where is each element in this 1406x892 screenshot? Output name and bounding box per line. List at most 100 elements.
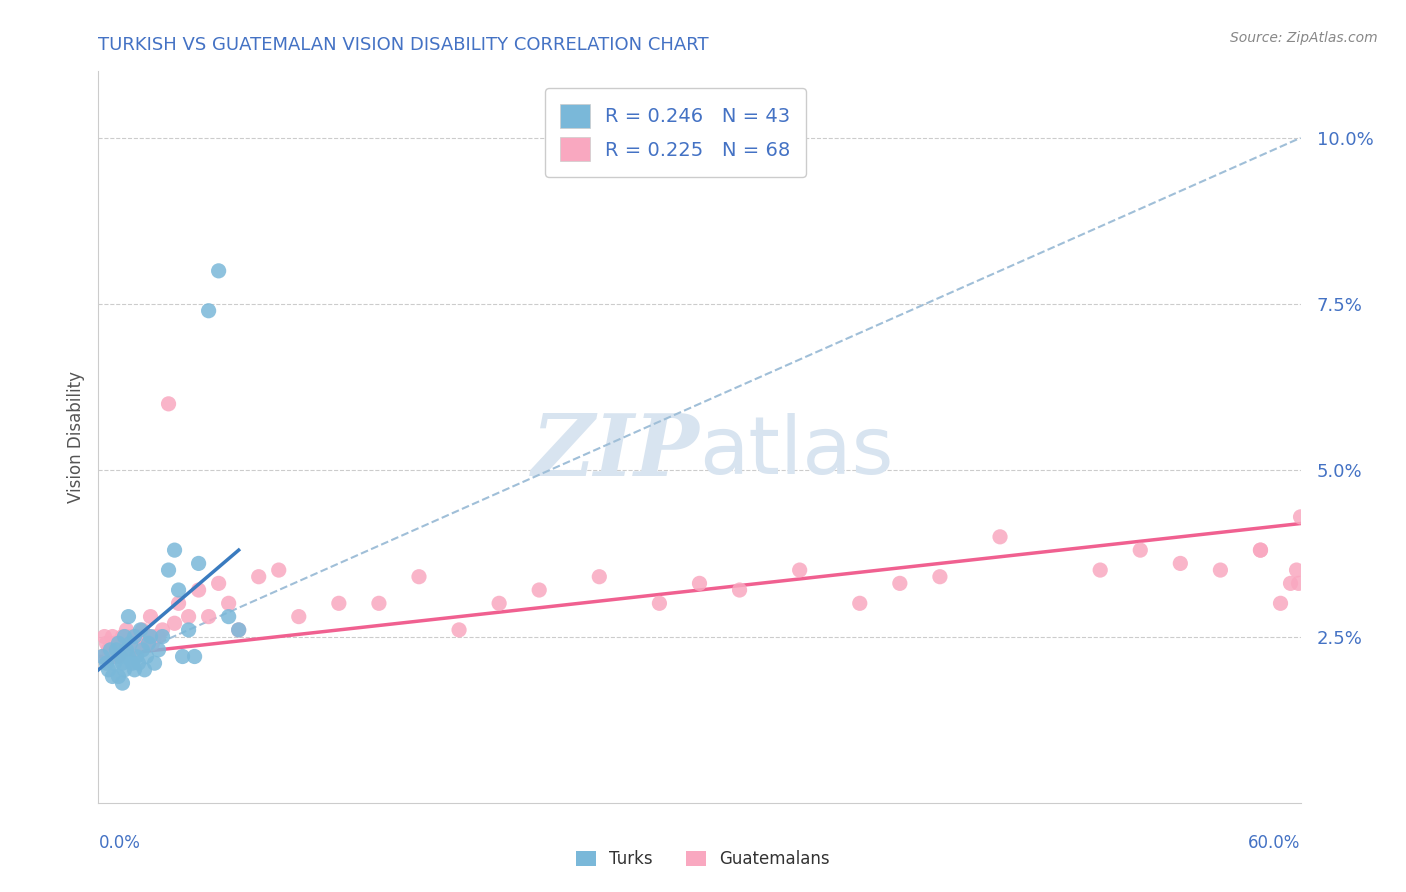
Point	[1170, 557, 1192, 571]
Point	[648, 596, 671, 610]
Point	[157, 563, 180, 577]
Point	[447, 623, 470, 637]
Point	[93, 630, 115, 644]
Point	[97, 663, 120, 677]
Point	[100, 643, 122, 657]
Point	[117, 649, 139, 664]
Point	[368, 596, 391, 610]
Point	[1270, 596, 1292, 610]
Point	[148, 630, 170, 644]
Point	[247, 570, 270, 584]
Point	[105, 649, 128, 664]
Point	[187, 582, 209, 597]
Point	[143, 656, 166, 670]
Point	[114, 643, 136, 657]
Point	[138, 630, 160, 644]
Point	[143, 630, 166, 644]
Point	[111, 676, 134, 690]
Point	[187, 557, 209, 571]
Point	[228, 623, 250, 637]
Point	[197, 303, 219, 318]
Point	[152, 630, 174, 644]
Point	[488, 596, 510, 610]
Text: 0.0%: 0.0%	[98, 834, 141, 852]
Point	[91, 649, 114, 664]
Point	[1285, 563, 1308, 577]
Text: Source: ZipAtlas.com: Source: ZipAtlas.com	[1230, 31, 1378, 45]
Point	[183, 649, 205, 664]
Point	[163, 543, 186, 558]
Point	[218, 609, 240, 624]
Point	[124, 663, 146, 677]
Point	[1279, 576, 1302, 591]
Point	[288, 609, 311, 624]
Point	[134, 663, 156, 677]
Point	[105, 643, 128, 657]
Point	[889, 576, 911, 591]
Point	[141, 636, 163, 650]
Point	[125, 630, 148, 644]
Legend: R = 0.246   N = 43, R = 0.225   N = 68: R = 0.246 N = 43, R = 0.225 N = 68	[546, 88, 806, 177]
Point	[139, 630, 162, 644]
Y-axis label: Vision Disability: Vision Disability	[66, 371, 84, 503]
Point	[110, 649, 132, 664]
Point	[148, 643, 170, 657]
Point	[115, 643, 138, 657]
Point	[789, 563, 811, 577]
Point	[135, 636, 157, 650]
Point	[110, 636, 132, 650]
Point	[131, 643, 153, 657]
Point	[111, 630, 134, 644]
Point	[929, 570, 952, 584]
Point	[125, 649, 148, 664]
Point	[120, 636, 142, 650]
Point	[1288, 576, 1310, 591]
Point	[408, 570, 430, 584]
Point	[172, 649, 194, 664]
Point	[208, 576, 231, 591]
Point	[208, 264, 231, 278]
Legend: Turks, Guatemalans: Turks, Guatemalans	[569, 844, 837, 875]
Point	[103, 656, 125, 670]
Point	[167, 596, 190, 610]
Point	[111, 656, 134, 670]
Point	[328, 596, 350, 610]
Point	[107, 636, 129, 650]
Point	[728, 582, 751, 597]
Point	[134, 630, 156, 644]
Point	[101, 669, 124, 683]
Point	[115, 623, 138, 637]
Point	[1250, 543, 1272, 558]
Point	[100, 649, 122, 664]
Point	[121, 656, 143, 670]
Point	[114, 630, 136, 644]
Point	[529, 582, 551, 597]
Point	[849, 596, 872, 610]
Point	[1129, 543, 1152, 558]
Point	[177, 623, 200, 637]
Point	[107, 636, 129, 650]
Point	[117, 630, 139, 644]
Point	[1088, 563, 1111, 577]
Point	[177, 609, 200, 624]
Point	[117, 609, 139, 624]
Point	[128, 656, 150, 670]
Point	[124, 630, 146, 644]
Point	[267, 563, 290, 577]
Point	[103, 636, 125, 650]
Point	[124, 643, 146, 657]
Point	[107, 669, 129, 683]
Text: 60.0%: 60.0%	[1249, 834, 1301, 852]
Point	[96, 656, 118, 670]
Text: TURKISH VS GUATEMALAN VISION DISABILITY CORRELATION CHART: TURKISH VS GUATEMALAN VISION DISABILITY …	[98, 36, 709, 54]
Point	[218, 596, 240, 610]
Point	[197, 609, 219, 624]
Point	[101, 630, 124, 644]
Point	[167, 582, 190, 597]
Point	[114, 663, 136, 677]
Point	[139, 609, 162, 624]
Point	[121, 630, 143, 644]
Text: atlas: atlas	[699, 413, 894, 491]
Point	[157, 397, 180, 411]
Point	[163, 616, 186, 631]
